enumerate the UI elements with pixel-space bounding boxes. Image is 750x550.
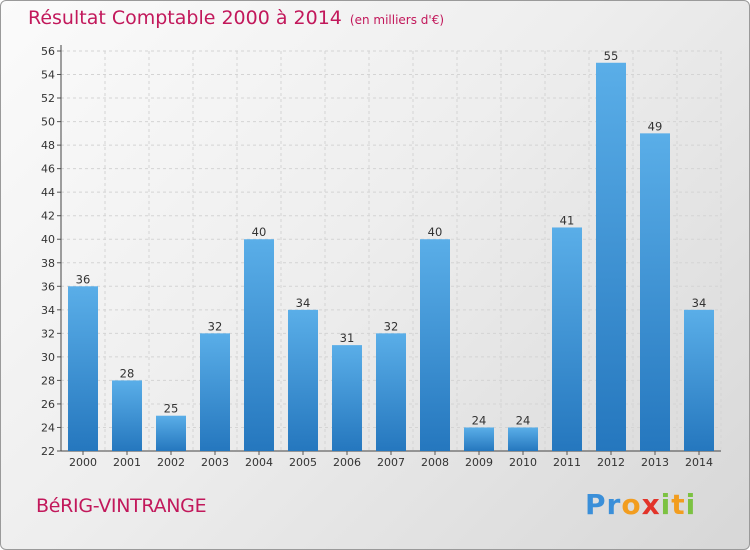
x-tick-label: 2000 xyxy=(69,456,97,469)
y-tick-label: 56 xyxy=(41,45,55,58)
bar xyxy=(288,309,318,451)
data-label: 32 xyxy=(208,319,223,333)
y-tick-labels: 22 24 26 28 30 32 34 36 38 40 42 44 46 48 50 52 54 56 xyxy=(41,45,55,458)
data-label: 31 xyxy=(340,331,355,345)
x-tick-label: 2007 xyxy=(377,456,405,469)
y-tick-label: 54 xyxy=(41,69,55,82)
y-tick-label: 44 xyxy=(41,186,55,199)
y-tick-label: 50 xyxy=(41,116,55,129)
proxiti-logo: Proxiti xyxy=(585,488,696,521)
chart-title: Résultat Comptable 2000 à 2014 (en millie… xyxy=(28,7,444,29)
data-label: 24 xyxy=(516,413,531,427)
bar xyxy=(552,227,582,451)
x-tick-label: 2006 xyxy=(333,456,361,469)
chart-title-text: Résultat Comptable 2000 à 2014 xyxy=(28,7,342,29)
chart-subtitle: (en milliers d'€) xyxy=(349,13,445,27)
data-label: 24 xyxy=(472,413,487,427)
bar xyxy=(420,239,450,451)
x-tick-label: 2001 xyxy=(113,456,141,469)
x-tick-label: 2012 xyxy=(597,456,625,469)
bar xyxy=(200,333,230,451)
bar xyxy=(640,133,670,451)
x-tick-label: 2004 xyxy=(245,456,273,469)
x-tick-label: 2003 xyxy=(201,456,229,469)
x-tick-label: 2013 xyxy=(641,456,669,469)
y-tick-label: 24 xyxy=(41,421,55,434)
x-tick-label: 2014 xyxy=(685,456,713,469)
data-label: 49 xyxy=(648,119,663,133)
y-tick-label: 32 xyxy=(41,327,55,340)
y-tick-label: 48 xyxy=(41,139,55,152)
y-tick-label: 22 xyxy=(41,445,55,458)
y-tick-label: 40 xyxy=(41,233,55,246)
commune-name: BéRIG-VINTRANGE xyxy=(36,495,207,517)
logo-letter: o xyxy=(621,488,642,521)
data-label: 32 xyxy=(384,319,399,333)
data-label: 34 xyxy=(296,296,311,310)
data-label: 34 xyxy=(692,296,707,310)
x-tick-label: 2002 xyxy=(157,456,185,469)
bar xyxy=(244,239,274,451)
logo-letter: x xyxy=(641,488,661,521)
x-tick-labels: 2000 2001 2002 2003 2004 2005 2006 2007 2008 2009… xyxy=(69,456,713,469)
data-label: 28 xyxy=(120,366,135,380)
x-tick-label: 2009 xyxy=(465,456,493,469)
bars xyxy=(68,62,714,451)
logo-letter: i xyxy=(685,488,697,521)
x-tick-label: 2010 xyxy=(509,456,537,469)
bar xyxy=(508,427,538,451)
data-label: 55 xyxy=(604,49,619,63)
bar xyxy=(68,286,98,451)
y-tick-label: 46 xyxy=(41,163,55,176)
bar xyxy=(332,345,362,451)
bar xyxy=(376,333,406,451)
logo-letter: i xyxy=(660,488,672,521)
y-tick-label: 34 xyxy=(41,304,55,317)
bar xyxy=(596,62,626,451)
logo-letter: P xyxy=(585,488,607,521)
y-tick-label: 28 xyxy=(41,374,55,387)
logo-letter: t xyxy=(671,488,686,521)
bar xyxy=(684,309,714,451)
data-label: 40 xyxy=(428,225,443,239)
y-tick-label: 30 xyxy=(41,351,55,364)
logo-letter: r xyxy=(606,488,622,521)
bar xyxy=(112,380,142,451)
y-tick-label: 26 xyxy=(41,398,55,411)
bar xyxy=(156,415,186,451)
data-label: 25 xyxy=(164,402,179,416)
x-tick-label: 2011 xyxy=(553,456,581,469)
y-tick-label: 36 xyxy=(41,280,55,293)
data-label: 40 xyxy=(252,225,267,239)
y-tick-label: 52 xyxy=(41,92,55,105)
data-labels: 36 28 25 32 40 34 31 32 40 24 24 41 55 49 34 xyxy=(76,49,707,428)
y-tick-label: 42 xyxy=(41,210,55,223)
bar xyxy=(464,427,494,451)
y-tick-label: 38 xyxy=(41,257,55,270)
data-label: 41 xyxy=(560,213,575,227)
x-tick-label: 2008 xyxy=(421,456,449,469)
x-tick-label: 2005 xyxy=(289,456,317,469)
data-label: 36 xyxy=(76,272,91,286)
